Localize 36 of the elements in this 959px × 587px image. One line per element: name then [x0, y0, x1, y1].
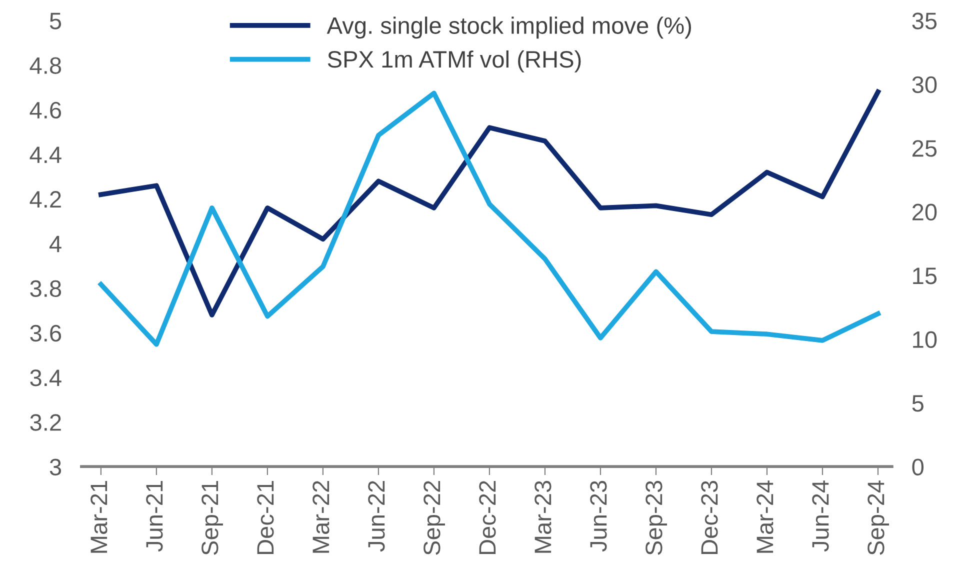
y2-tick-label: 25: [912, 140, 937, 157]
x-tick-label: Mar-21: [90, 481, 108, 553]
x-tick-label: Jun-21: [146, 481, 163, 552]
y-tick-label: 5: [50, 12, 62, 30]
y2-tick-label: 0: [912, 458, 924, 476]
x-tick-label: Jun-24: [812, 480, 829, 552]
y-tick-label: 4.4: [30, 146, 62, 163]
y-tick-label: 3.6: [30, 324, 62, 342]
x-tick-label: Dec-22: [479, 481, 496, 554]
y2-tick-label: 5: [912, 395, 924, 412]
y-tick-label: 4: [49, 236, 62, 252]
x-tick-label: Sep-22: [424, 481, 445, 555]
x-tick-label: Sep-23: [646, 480, 667, 555]
y2-tick-label: 35: [912, 12, 937, 30]
y2-tick-label: 20: [912, 204, 937, 221]
y-tick-label: 4.2: [30, 191, 61, 208]
y-tick-label: 4.8: [30, 57, 62, 74]
y-tick-label: 3.4: [30, 370, 62, 386]
x-tick-label: Sep-24: [868, 480, 889, 555]
y-tick-label: 3.8: [30, 280, 62, 298]
y2-tick-label: 30: [912, 76, 937, 94]
legend-label: SPX 1m ATMf vol (RHS): [328, 50, 581, 72]
y-tick-label: 4.6: [30, 102, 62, 119]
x-tick-label: Mar-23: [534, 480, 552, 553]
y2-tick-label: 15: [913, 268, 937, 284]
y-tick-label: 3.2: [30, 414, 61, 431]
x-tick-label: Mar-24: [756, 480, 774, 553]
x-tick-label: Dec-23: [701, 480, 718, 554]
y2-tick-label: 10: [913, 331, 937, 348]
x-tick-label: Jun-23: [590, 480, 607, 552]
y-tick-label: 3: [50, 458, 62, 476]
x-tick-label: Dec-21: [257, 481, 274, 554]
x-tick-label: Mar-22: [312, 481, 330, 553]
x-tick-label: Sep-21: [202, 481, 223, 555]
x-tick-label: Jun-22: [368, 481, 385, 552]
legend-label: Avg. single stock implied move (%): [326, 16, 691, 39]
